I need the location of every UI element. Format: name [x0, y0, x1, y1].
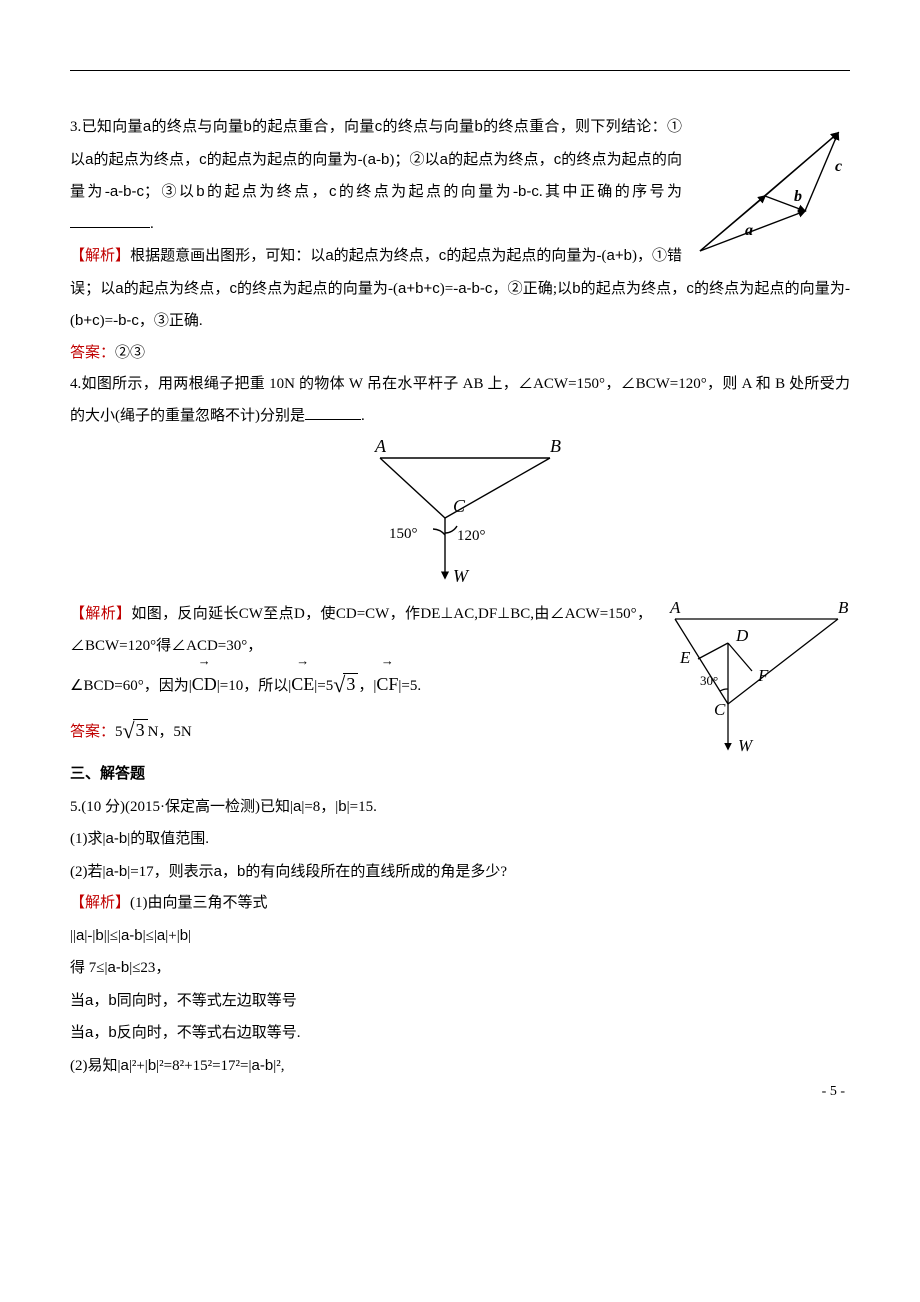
lbl-C: C — [453, 496, 466, 516]
page-number: - 5 - — [822, 1084, 845, 1100]
svg-text:D: D — [735, 626, 749, 645]
q5-inequality: ||a|-|b||≤|a-b|≤|a|+|b| — [70, 920, 850, 953]
svg-text:C: C — [714, 700, 726, 719]
analysis-label: 【解析】 — [70, 895, 130, 911]
q4-figure-right: A B D E F C W 30° — [660, 599, 850, 759]
q5-part2: (2)若|a-b|=17，则表示a，b的有向线段所在的直线所成的角是多少? — [70, 856, 850, 889]
q5-case-opp: 当a，b反向时，不等式右边取等号. — [70, 1017, 850, 1050]
svg-text:30°: 30° — [700, 673, 718, 688]
q5-range: 得 7≤|a-b|≤23， — [70, 952, 850, 985]
q5-part1: (1)求|a-b|的取值范围. — [70, 823, 850, 856]
analysis-label: 【解析】 — [70, 606, 131, 622]
lbl-150: 150° — [389, 526, 418, 542]
page: a b c 3.已知向量a的终点与向量b的起点重合，向量c的终点与向量b的终点重… — [0, 0, 920, 1122]
svg-text:A: A — [669, 599, 681, 617]
analysis-label: 【解析】 — [70, 248, 130, 264]
q4-blank — [305, 404, 361, 420]
svg-text:B: B — [838, 599, 849, 617]
q4-figure-center: A B C W 150° 120° — [70, 438, 850, 593]
answer-label: 答案： — [70, 724, 115, 740]
svg-text:W: W — [738, 736, 754, 755]
answer-label: 答案： — [70, 345, 115, 361]
fig-label-b: b — [794, 188, 802, 205]
svg-text:E: E — [679, 648, 691, 667]
q5-case-same: 当a，b同向时，不等式左边取等号 — [70, 985, 850, 1018]
q3-blank — [70, 212, 150, 228]
lbl-B: B — [550, 438, 561, 456]
q4-stem: 4.如图所示，用两根绳子把重 10N 的物体 W 吊在水平杆子 AB 上，∠AC… — [70, 369, 850, 432]
q3-answer: 答案：②③ — [70, 338, 850, 370]
top-rule — [70, 70, 850, 71]
fig-label-a: a — [745, 222, 753, 239]
lbl-W: W — [453, 566, 470, 586]
q3-figure: a b c — [690, 111, 850, 261]
section-3-heading: 三、解答题 — [70, 759, 850, 791]
q5-analysis-1: 【解析】(1)由向量三角不等式 — [70, 888, 850, 920]
lbl-A: A — [374, 438, 387, 456]
svg-text:F: F — [757, 666, 769, 685]
fig-label-c: c — [835, 158, 842, 175]
q5-part2-calc: (2)易知|a|²+|b|²=8²+15²=17²=|a-b|², — [70, 1050, 850, 1083]
q5-stem: 5.(10 分)(2015·保定高一检测)已知|a|=8，|b|=15. — [70, 791, 850, 824]
lbl-120: 120° — [457, 528, 486, 544]
